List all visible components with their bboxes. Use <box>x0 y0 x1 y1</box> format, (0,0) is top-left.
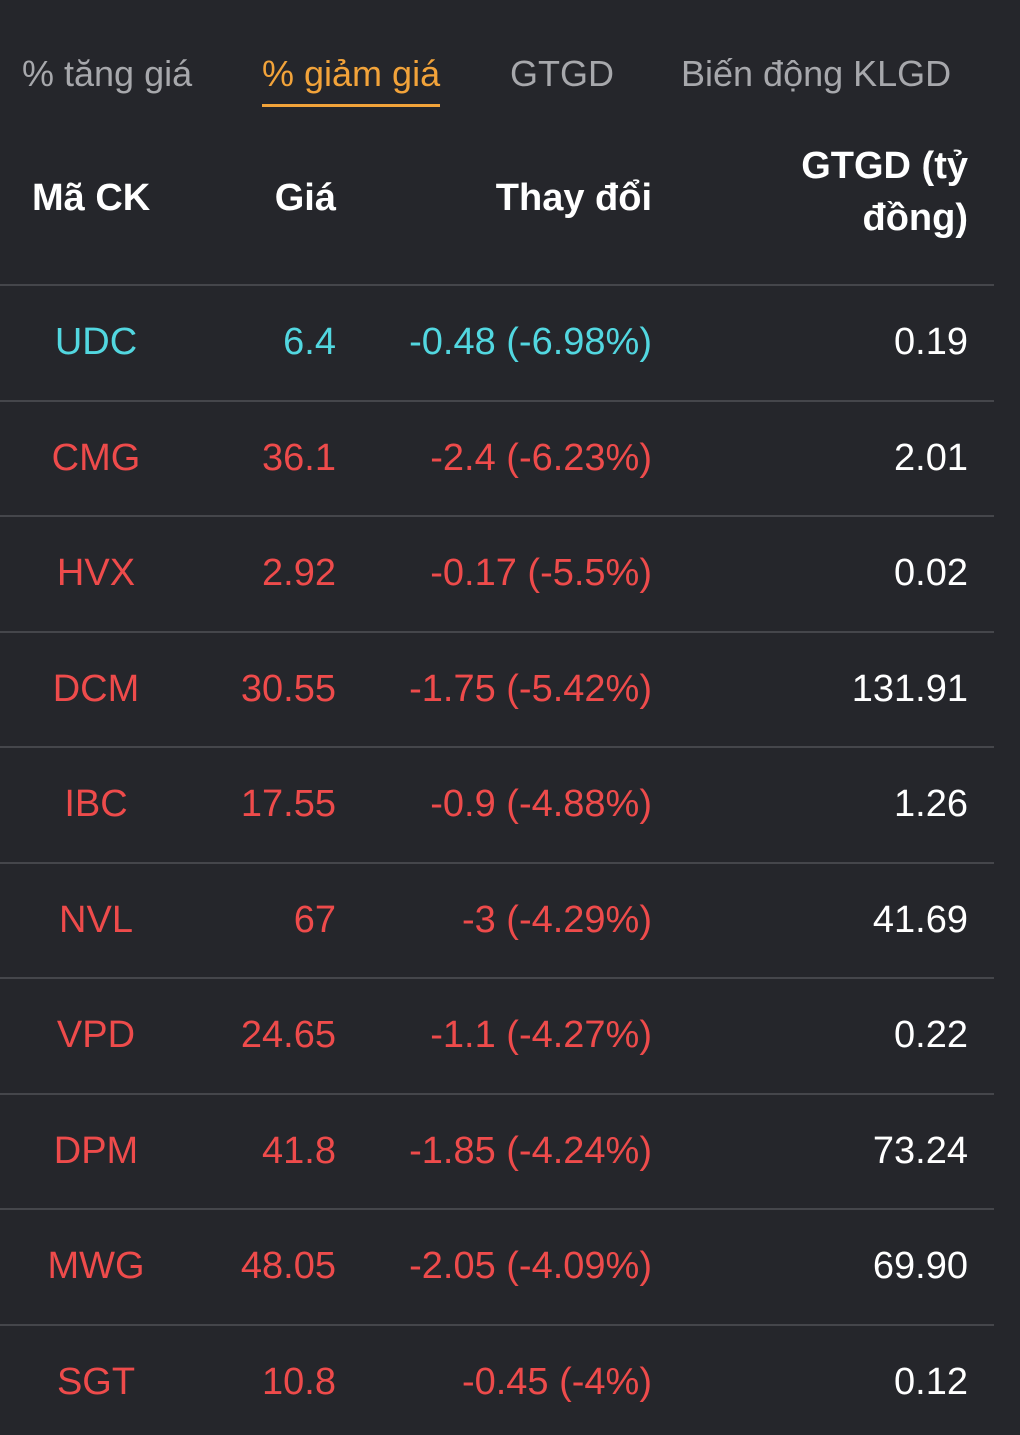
trading-value: 1.26 <box>894 783 968 825</box>
trading-value: 69.90 <box>872 1245 968 1287</box>
stock-symbol[interactable]: UDC <box>54 321 138 363</box>
price-change: -0.45 (-4%) <box>461 1360 652 1403</box>
stock-price: 2.92 <box>262 552 336 594</box>
price-change: -2.05 (-4.09%) <box>409 1245 652 1287</box>
table-row[interactable]: UDC 6.4 -0.48 (-6.98%) 0.19 <box>0 286 994 402</box>
table-row[interactable]: MWG 48.05 -2.05 (-4.09%) 69.90 <box>0 1210 994 1326</box>
price-change: -0.48 (-6.98%) <box>409 321 652 363</box>
price-change: -1.1 (-4.27%) <box>430 1014 652 1056</box>
stock-symbol[interactable]: SGT <box>56 1360 136 1403</box>
trading-value: 0.12 <box>894 1360 968 1403</box>
trading-value: 2.01 <box>894 436 968 479</box>
table-header: Mã CK Giá Thay đổi GTGD (tỷ đồng) <box>0 130 994 286</box>
stock-price: 17.55 <box>240 783 336 825</box>
table-row[interactable]: DPM 41.8 -1.85 (-4.24%) 73.24 <box>0 1095 994 1210</box>
table-row[interactable]: HVX 2.92 -0.17 (-5.5%) 0.02 <box>0 517 994 633</box>
stock-price: 36.1 <box>262 436 336 479</box>
header-price: Giá <box>274 177 336 219</box>
stock-symbol[interactable]: NVL <box>59 898 133 941</box>
trading-value: 41.69 <box>872 898 968 941</box>
header-trading-value: GTGD (tỷ đồng) <box>801 145 968 239</box>
trading-value: 73.24 <box>872 1129 968 1172</box>
table-row[interactable]: DCM 30.55 -1.75 (-5.42%) 131.91 <box>0 633 994 748</box>
table-row[interactable]: CMG 36.1 -2.4 (-6.23%) 2.01 <box>0 402 994 517</box>
stock-symbol[interactable]: CMG <box>51 436 141 479</box>
stock-symbol[interactable]: HVX <box>56 552 136 594</box>
header-symbol: Mã CK <box>32 177 151 219</box>
price-change: -1.85 (-4.24%) <box>409 1129 652 1172</box>
price-change: -0.17 (-5.5%) <box>430 552 652 594</box>
price-change: -3 (-4.29%) <box>461 898 652 941</box>
trading-value: 0.02 <box>894 552 968 594</box>
stock-price: 10.8 <box>262 1360 336 1403</box>
stock-symbol[interactable]: MWG <box>47 1245 145 1287</box>
stock-price: 48.05 <box>240 1245 336 1287</box>
price-change: -0.9 (-4.88%) <box>430 783 652 825</box>
stock-price: 41.8 <box>262 1129 336 1172</box>
stock-symbol[interactable]: DPM <box>53 1129 139 1172</box>
price-change: -2.4 (-6.23%) <box>430 436 652 479</box>
table-row[interactable]: NVL 67 -3 (-4.29%) 41.69 <box>0 864 994 979</box>
tab-top-gainers[interactable]: % tăng giá <box>22 53 193 94</box>
stock-table-body: UDC 6.4 -0.48 (-6.98%) 0.19 CMG 36.1 -2.… <box>0 286 994 1435</box>
price-change: -1.75 (-5.42%) <box>409 667 652 710</box>
stock-price: 6.4 <box>283 321 336 363</box>
table-row[interactable]: IBC 17.55 -0.9 (-4.88%) 1.26 <box>0 748 994 864</box>
tab-bar: % tăng giá % giảm giá GTGD Biến động KLG… <box>0 0 1020 130</box>
trading-value: 0.19 <box>894 321 968 363</box>
stock-price: 24.65 <box>240 1014 336 1056</box>
stock-price: 67 <box>293 898 336 941</box>
stock-price: 30.55 <box>240 667 336 710</box>
trading-value: 131.91 <box>851 667 968 710</box>
table-row[interactable]: VPD 24.65 -1.1 (-4.27%) 0.22 <box>0 979 994 1095</box>
stock-symbol[interactable]: IBC <box>64 783 128 825</box>
trading-value: 0.22 <box>894 1014 968 1056</box>
tab-volume-change[interactable]: Biến động KLGD <box>681 53 952 94</box>
header-change: Thay đổi <box>495 177 652 219</box>
table-row[interactable]: SGT 10.8 -0.45 (-4%) 0.12 <box>0 1326 994 1435</box>
stock-symbol[interactable]: DCM <box>52 667 140 710</box>
tab-trading-value[interactable]: GTGD <box>510 53 614 94</box>
tab-top-losers[interactable]: % giảm giá <box>262 53 441 107</box>
stock-symbol[interactable]: VPD <box>56 1014 136 1056</box>
